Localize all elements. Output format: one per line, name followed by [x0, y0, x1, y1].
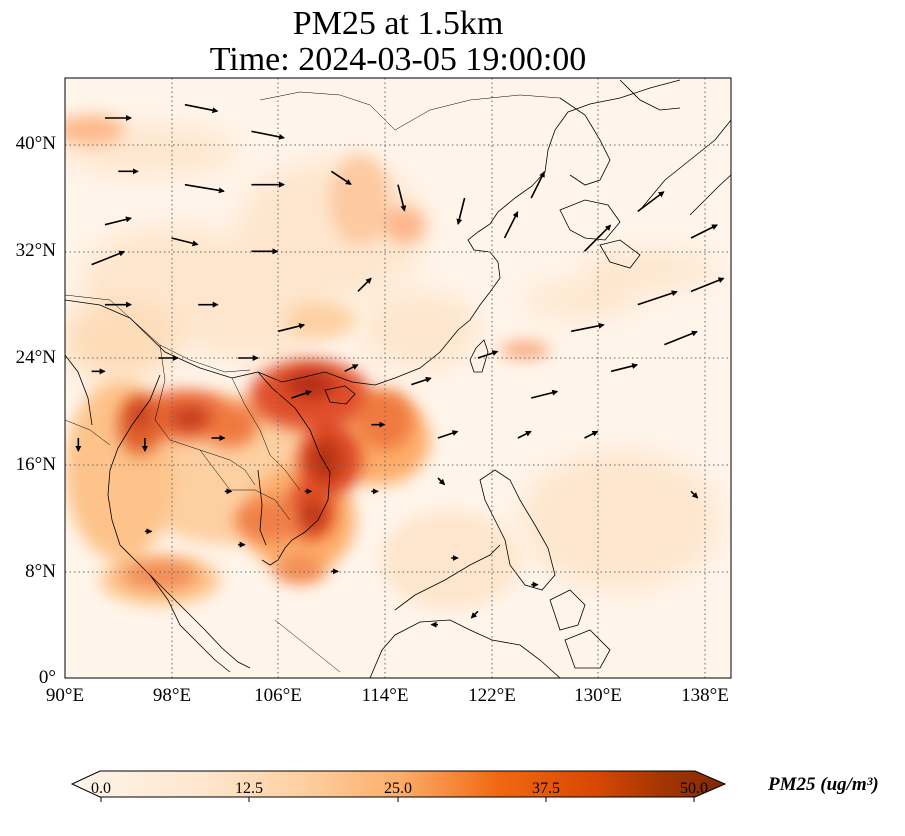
- wind-arrow: [690, 277, 725, 293]
- map-frame: [64, 77, 732, 679]
- wind-arrow: [104, 216, 132, 226]
- wind-arrow: [184, 103, 219, 114]
- wind-arrow: [584, 430, 599, 439]
- borders: [65, 91, 561, 673]
- lat-tick-label: 40°N: [15, 133, 56, 154]
- title-time: Time: 2024-03-05 19:00:00: [209, 41, 587, 78]
- title-variable: PM25 at 1.5km: [292, 5, 504, 42]
- wind-arrow: [411, 376, 432, 386]
- lon-tick-label: 138°E: [681, 685, 729, 706]
- lat-tick-label: 24°N: [15, 347, 56, 368]
- gridlines: [65, 78, 731, 678]
- colorbar-label: PM25 (ug/m³): [768, 774, 879, 795]
- wind-arrow: [610, 363, 639, 373]
- colorbar-tick-label: 37.5: [532, 780, 560, 797]
- pm25-low-layer: [65, 125, 720, 590]
- wind-arrow: [531, 389, 559, 399]
- colorbar: [70, 770, 727, 802]
- wind-arrow: [690, 224, 718, 239]
- colorbar-tick-label: 25.0: [384, 780, 412, 797]
- wind-arrow: [251, 130, 285, 140]
- wind-arrow: [583, 224, 612, 252]
- wind-arrow: [456, 197, 466, 225]
- pm25-field: [65, 115, 720, 610]
- wind-arrow: [690, 490, 699, 499]
- wind-arrow: [344, 364, 359, 373]
- wind-arrow: [437, 430, 459, 439]
- lat-tick-label: 0°: [38, 667, 56, 688]
- wind-arrow: [397, 184, 407, 212]
- colorbar-tick-label: 0.0: [91, 780, 111, 797]
- wind-arrow: [330, 170, 352, 185]
- wind-arrow: [517, 430, 532, 439]
- lat-tick-label: 16°N: [15, 454, 56, 475]
- wind-arrow: [357, 277, 372, 292]
- wind-arrow: [637, 191, 665, 212]
- colorbar-tick-label: 50.0: [680, 780, 708, 797]
- map-area: [65, 78, 731, 678]
- colorbar-body: [70, 770, 727, 798]
- lon-tick-label: 106°E: [254, 685, 302, 706]
- wind-arrow: [277, 323, 306, 333]
- wind-arrow: [171, 237, 199, 247]
- wind-arrow: [664, 330, 698, 346]
- wind-arrow: [637, 290, 678, 306]
- pm25-peak-layer: [130, 371, 339, 529]
- lat-tick-label: 32°N: [15, 240, 56, 261]
- wind-arrow: [291, 390, 312, 399]
- wind-arrow: [470, 610, 479, 619]
- wind-arrow: [91, 250, 126, 266]
- coastlines: [65, 79, 731, 678]
- lon-tick-label: 98°E: [152, 685, 192, 706]
- lon-tick-label: 130°E: [574, 685, 622, 706]
- wind-arrow: [571, 322, 605, 333]
- lon-tick-label: 90°E: [45, 685, 85, 706]
- wind-arrow: [184, 183, 225, 194]
- lon-tick-label: 114°E: [361, 685, 409, 706]
- colorbar-tick-label: 12.5: [235, 780, 263, 797]
- wind-arrow: [503, 211, 519, 239]
- wind-vectors: [75, 103, 725, 628]
- lat-tick-label: 8°N: [25, 561, 56, 582]
- lon-tick-label: 122°E: [468, 685, 516, 706]
- wind-arrow: [477, 350, 499, 359]
- wind-arrow: [437, 477, 446, 486]
- wind-arrow: [530, 171, 545, 199]
